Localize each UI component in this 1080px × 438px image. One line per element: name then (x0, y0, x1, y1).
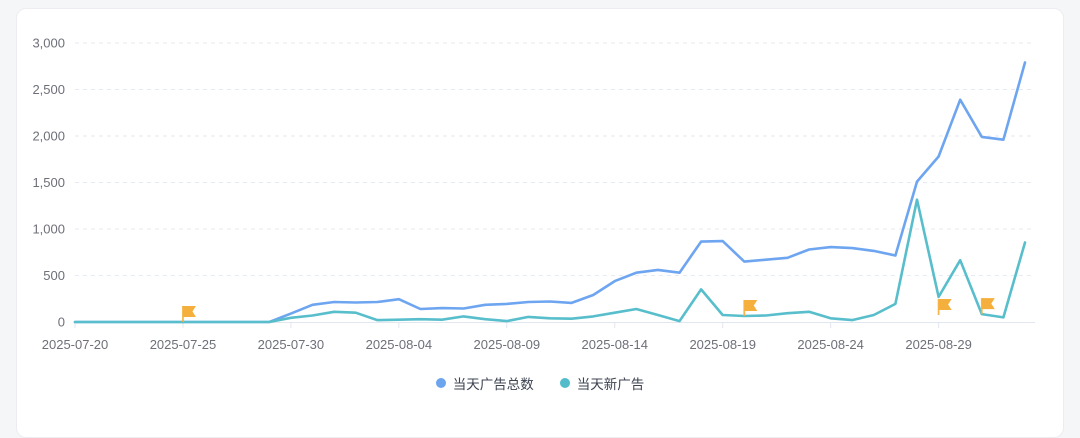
total-ads-line[interactable] (73, 61, 1027, 324)
x-axis-tick-label: 2025-07-20 (42, 337, 109, 352)
flag-marker-icon[interactable] (937, 299, 952, 316)
y-axis-tick-label: 2,500 (32, 82, 65, 97)
legend-item-label: 当天广告总数 (452, 377, 534, 392)
x-axis-tick-label: 2025-07-25 (150, 337, 217, 352)
x-axis-tick-label: 2025-08-04 (366, 337, 433, 352)
x-axis-tick-label: 2025-07-30 (258, 337, 325, 352)
y-axis-tick-label: 1,000 (32, 222, 65, 237)
chart-canvas: 0 500 1,000 1,500 2,000 2,500 3,000 2025-07-20 2… (32, 36, 1035, 352)
y-axis-tick-label: 0 (58, 315, 65, 330)
flag-marker-icon[interactable] (182, 306, 196, 322)
legend-item-total-ads[interactable]: 当天广告总数 (435, 373, 534, 393)
legend-dot-icon (435, 378, 446, 388)
x-axis-tick-label: 2025-08-29 (905, 337, 972, 352)
flag-marker-icon[interactable] (743, 299, 758, 316)
x-axis-tick-label: 2025-08-14 (582, 337, 649, 352)
legend-item-label: 当天新广告 (576, 377, 645, 392)
y-axis-tick-label: 3,000 (32, 36, 65, 51)
y-axis-tick-label: 500 (43, 268, 65, 283)
legend-dot-icon (559, 378, 570, 388)
y-axis-tick-label: 2,000 (32, 129, 65, 144)
x-axis-tick-label: 2025-08-24 (797, 337, 864, 352)
flag-marker-icon[interactable] (980, 298, 995, 315)
new-ads-line[interactable] (73, 198, 1027, 324)
legend-item-new-ads[interactable]: 当天新广告 (559, 373, 645, 393)
chart-legend: 当天广告总数 当天新广告 (0, 372, 1080, 394)
chart-card (16, 8, 1064, 438)
x-axis-tick-label: 2025-08-19 (689, 337, 756, 352)
x-axis-tick-label: 2025-08-09 (474, 337, 541, 352)
y-axis-tick-label: 1,500 (32, 175, 65, 190)
